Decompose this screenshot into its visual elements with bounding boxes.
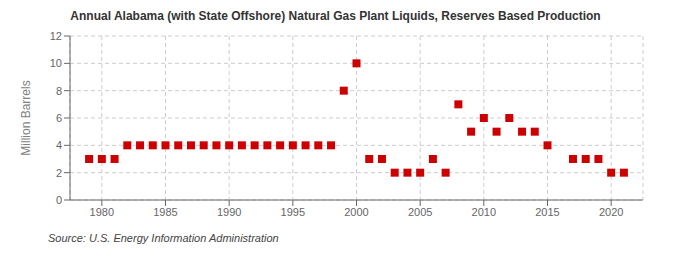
svg-text:1995: 1995 — [281, 206, 305, 218]
svg-text:8: 8 — [56, 85, 62, 97]
svg-text:2015: 2015 — [535, 206, 559, 218]
svg-text:2010: 2010 — [472, 206, 496, 218]
html-text:Source: U.S. Energy Informatio: Source: U.S. Energy Information Administ… — [48, 232, 279, 244]
svg-text:2000: 2000 — [344, 206, 368, 218]
html-text:Annual Alabama (with State Off: Annual Alabama (with State Offshore) Nat… — [70, 9, 601, 23]
svg-text:12: 12 — [50, 30, 62, 42]
svg-text:1985: 1985 — [153, 206, 177, 218]
svg-text:6: 6 — [56, 112, 62, 124]
svg-text:Million Barrels: Million Barrels — [19, 80, 33, 155]
svg-text:1980: 1980 — [90, 206, 114, 218]
svg-text:10: 10 — [50, 57, 62, 69]
svg-text:2005: 2005 — [408, 206, 432, 218]
svg-text:1990: 1990 — [217, 206, 241, 218]
svg-text:4: 4 — [56, 139, 62, 151]
svg-text:2020: 2020 — [599, 206, 623, 218]
svg-text:0: 0 — [56, 194, 62, 206]
svg-text:2: 2 — [56, 167, 62, 179]
